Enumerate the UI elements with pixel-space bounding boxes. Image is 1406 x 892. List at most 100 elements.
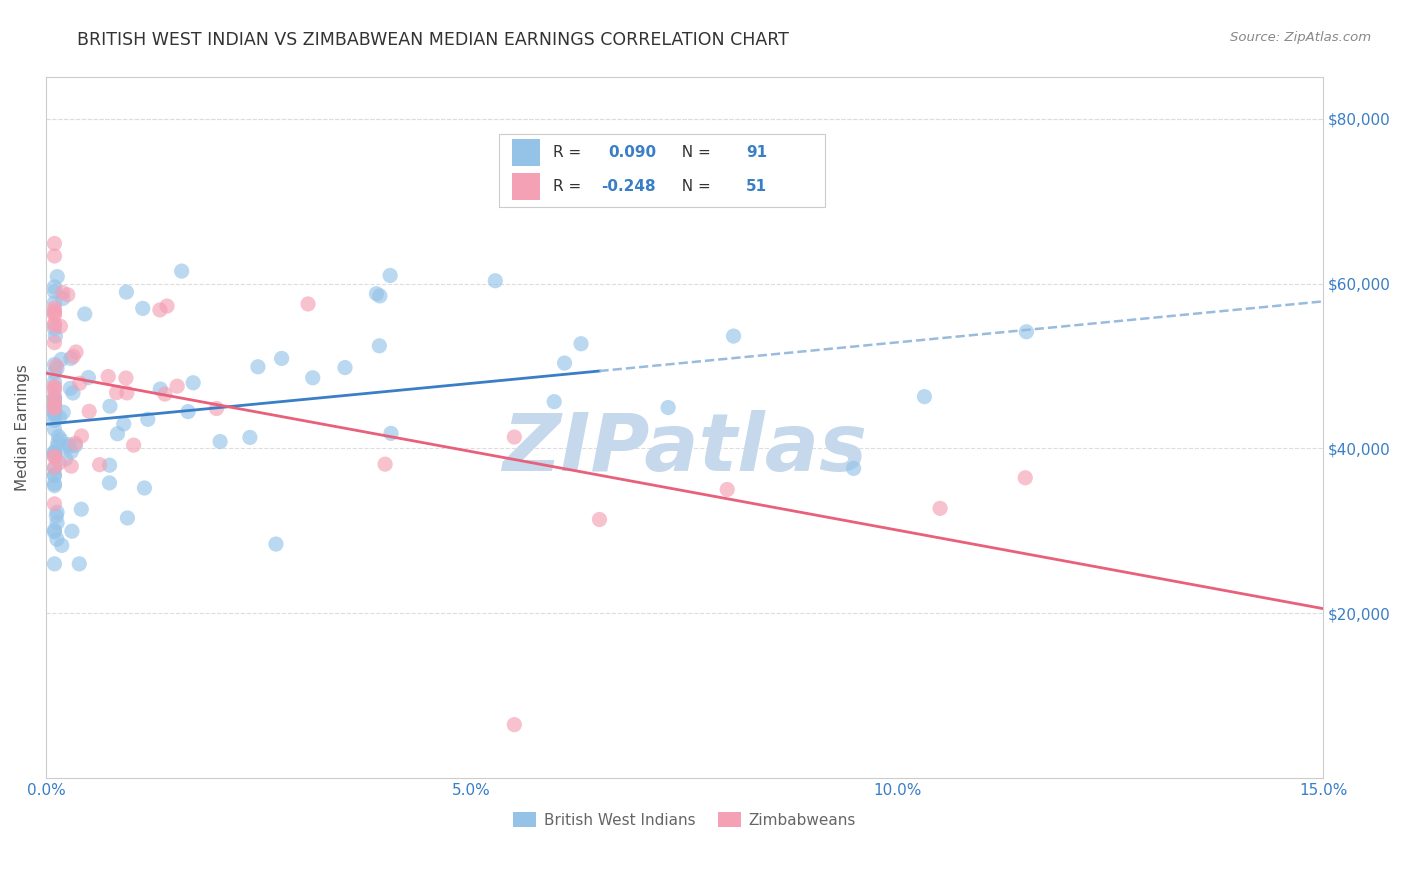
Point bbox=[98, 475, 121, 490]
Point bbox=[59, 381, 82, 395]
Point bbox=[657, 401, 679, 415]
Point bbox=[44, 317, 66, 331]
Point bbox=[366, 286, 388, 301]
Point bbox=[49, 433, 72, 447]
Point bbox=[44, 295, 66, 310]
Point bbox=[46, 269, 69, 284]
Point bbox=[503, 430, 526, 444]
Point bbox=[48, 410, 70, 425]
Point bbox=[44, 398, 66, 412]
Point bbox=[503, 717, 526, 731]
Point bbox=[105, 385, 128, 400]
Point bbox=[134, 481, 156, 495]
Point bbox=[132, 301, 155, 316]
Point bbox=[44, 476, 66, 491]
Point bbox=[149, 302, 172, 317]
Point bbox=[44, 303, 66, 318]
Point bbox=[60, 524, 83, 539]
Point bbox=[1014, 471, 1036, 485]
Point bbox=[44, 306, 66, 320]
Text: BRITISH WEST INDIAN VS ZIMBABWEAN MEDIAN EARNINGS CORRELATION CHART: BRITISH WEST INDIAN VS ZIMBABWEAN MEDIAN… bbox=[77, 31, 789, 49]
Point bbox=[44, 403, 66, 417]
Point bbox=[107, 426, 129, 441]
Point bbox=[44, 413, 66, 427]
Point bbox=[301, 371, 323, 385]
Point bbox=[378, 268, 401, 283]
Point bbox=[44, 379, 66, 393]
Point bbox=[912, 390, 935, 404]
Point bbox=[333, 360, 356, 375]
Point bbox=[44, 523, 66, 537]
Point bbox=[297, 297, 319, 311]
Point bbox=[716, 483, 738, 497]
Point bbox=[77, 370, 100, 384]
Point bbox=[44, 280, 66, 294]
Point bbox=[246, 359, 269, 374]
Text: 51: 51 bbox=[747, 179, 768, 194]
Point bbox=[149, 382, 172, 396]
Point bbox=[70, 429, 93, 443]
Text: ZIPatlas: ZIPatlas bbox=[502, 409, 868, 488]
Point bbox=[44, 329, 66, 343]
Point bbox=[181, 376, 204, 390]
Point bbox=[51, 538, 73, 552]
Point bbox=[60, 444, 83, 458]
Point bbox=[44, 408, 66, 422]
Point bbox=[44, 236, 66, 251]
Point bbox=[153, 387, 176, 401]
Bar bbox=[512, 173, 540, 200]
Text: R =: R = bbox=[553, 179, 586, 194]
Point bbox=[44, 557, 66, 571]
Point bbox=[44, 445, 66, 459]
Point bbox=[44, 422, 66, 436]
Point bbox=[115, 371, 138, 385]
Point bbox=[44, 450, 66, 464]
Point bbox=[112, 417, 135, 431]
Point bbox=[45, 533, 67, 547]
Point bbox=[44, 249, 66, 263]
Point bbox=[723, 329, 745, 343]
Point bbox=[44, 335, 66, 350]
Text: Source: ZipAtlas.com: Source: ZipAtlas.com bbox=[1230, 31, 1371, 45]
Point bbox=[44, 461, 66, 475]
Point bbox=[44, 468, 66, 483]
Point bbox=[46, 505, 69, 519]
Point bbox=[49, 319, 72, 334]
Point bbox=[44, 381, 66, 395]
Legend: British West Indians, Zimbabweans: British West Indians, Zimbabweans bbox=[508, 805, 862, 834]
Point bbox=[77, 404, 100, 418]
Point bbox=[44, 448, 66, 462]
Point bbox=[44, 358, 66, 372]
Point bbox=[44, 460, 66, 475]
Point bbox=[65, 436, 87, 450]
Point bbox=[46, 435, 69, 450]
Point bbox=[569, 336, 592, 351]
Point bbox=[56, 287, 79, 301]
Point bbox=[156, 299, 179, 313]
Point bbox=[62, 349, 84, 363]
Point bbox=[44, 394, 66, 409]
Point bbox=[65, 438, 87, 452]
Point bbox=[929, 501, 952, 516]
Point bbox=[59, 351, 82, 366]
Point bbox=[44, 321, 66, 335]
Point bbox=[97, 369, 120, 384]
Point bbox=[46, 361, 69, 376]
Point bbox=[44, 318, 66, 332]
Point bbox=[588, 512, 610, 526]
Point bbox=[44, 401, 66, 415]
Point bbox=[44, 366, 66, 380]
Point bbox=[554, 356, 576, 370]
Point bbox=[65, 345, 87, 359]
Point bbox=[44, 524, 66, 539]
Text: R =: R = bbox=[553, 145, 586, 160]
Point bbox=[136, 412, 159, 426]
Text: -0.248: -0.248 bbox=[602, 179, 657, 194]
Point bbox=[1015, 325, 1038, 339]
Point bbox=[205, 401, 228, 416]
Point bbox=[374, 457, 396, 471]
Point bbox=[48, 429, 70, 443]
Point bbox=[48, 456, 70, 470]
Point bbox=[45, 508, 67, 523]
Point bbox=[51, 352, 73, 367]
